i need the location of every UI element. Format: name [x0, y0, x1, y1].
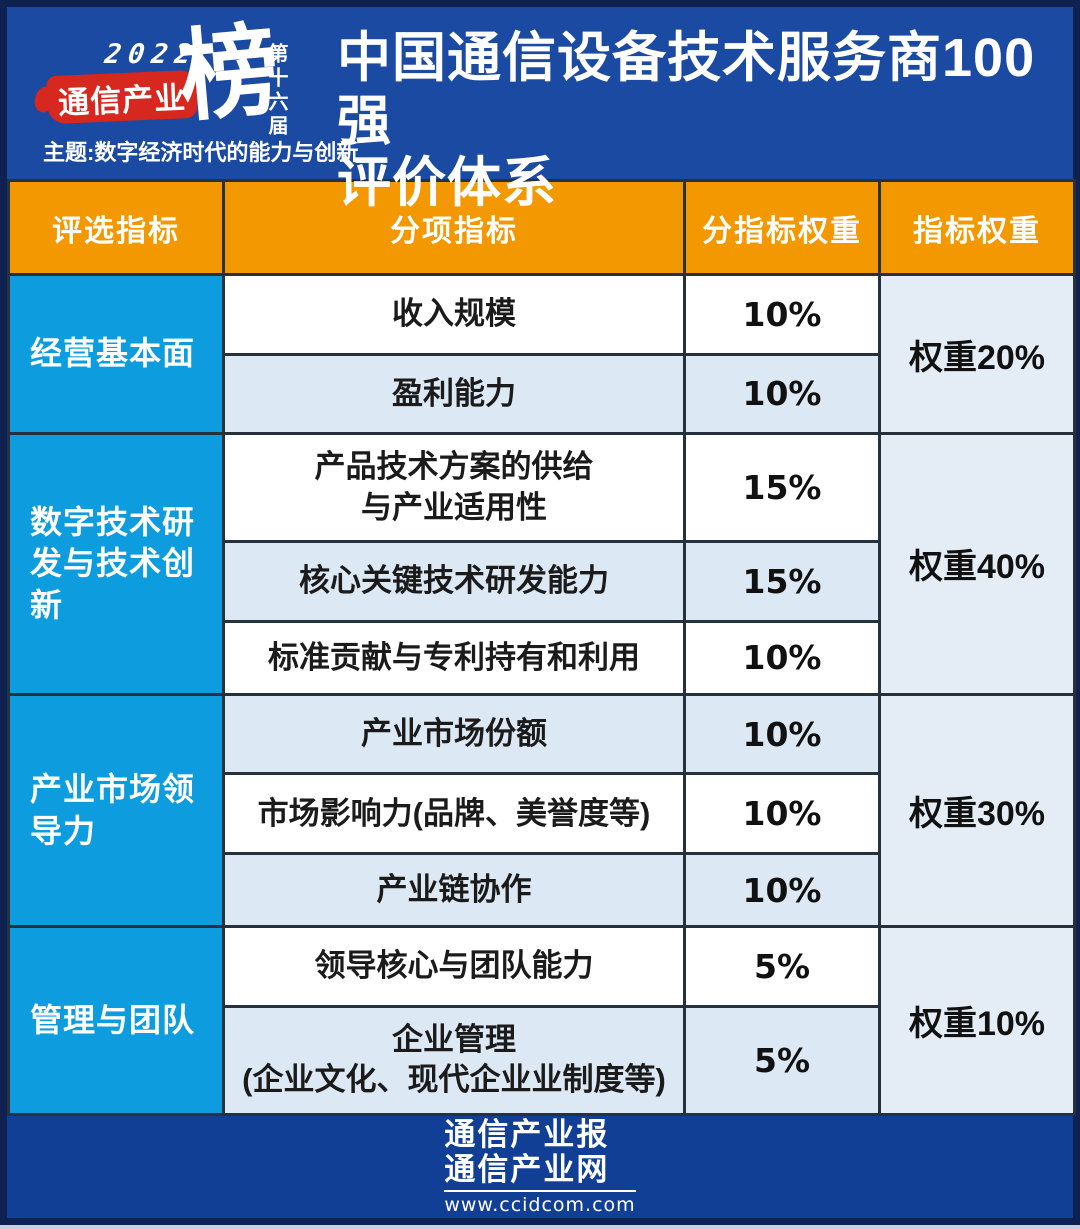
- table-row: 盈利能力 10%: [9, 352, 1075, 435]
- subweight-cell: 10%: [683, 619, 881, 696]
- poster-body: 2022 通信产业 榜 第十六届 主题:数字经济时代的能力与创新 中国通信设备技…: [7, 7, 1076, 1218]
- indicator-cell: 收入规模: [222, 273, 686, 356]
- logo-theme: 主题:数字经济时代的能力与创新: [43, 140, 359, 165]
- table-row: 经营基本面 收入规模 10% 权重20%: [7, 273, 1076, 435]
- indicator-cell: 企业管理 (企业文化、现代企业业制度等): [222, 1004, 686, 1117]
- column-header-subweight: 分指标权重: [683, 179, 881, 276]
- subweight-cell: 10%: [683, 352, 881, 435]
- indicator-cell: 产业链协作: [222, 851, 686, 929]
- logo-red-brush: 通信产业: [46, 69, 198, 125]
- group-cell-digital-rnd: 数字技术研发与技术创新: [7, 432, 225, 696]
- indicator-cell: 产品技术方案的供给 与产业适用性: [222, 431, 686, 544]
- page-title: 中国通信设备技术服务商100强 评价体系: [337, 7, 1073, 215]
- weight-cell: 权重20%: [878, 273, 1076, 435]
- header: 2022 通信产业 榜 第十六届 主题:数字经济时代的能力与创新 中国通信设备技…: [7, 7, 1073, 213]
- logo-brand-text: 通信产业: [57, 79, 187, 121]
- group-cell-fundamentals: 经营基本面: [7, 273, 225, 435]
- table-row: 市场影响力(品牌、美誉度等) 10%: [9, 772, 1075, 855]
- table-row: 产业市场领导力 产业市场份额 10% 权重30%: [7, 692, 1076, 929]
- column-header-weight: 指标权重: [878, 179, 1076, 276]
- table-row: 数字技术研发与技术创新 产品技术方案的供给 与产业适用性 15% 权重40%: [7, 431, 1076, 696]
- evaluation-table: 评选指标 分项指标 分指标权重 指标权重 经营基本面 收入规模 10% 权重20…: [7, 179, 1076, 1117]
- weight-cell: 权重30%: [878, 692, 1076, 929]
- footer-logo-block: 通信产业报 通信产业网 www.ccidcom.com: [444, 1116, 636, 1216]
- footer-brand-line2: 通信产业网: [444, 1151, 610, 1187]
- indicator-cell: 核心关键技术研发能力: [222, 540, 686, 623]
- indicator-cell: 产业市场份额: [222, 692, 686, 776]
- subweight-cell: 15%: [683, 431, 881, 544]
- indicator-cell: 盈利能力: [222, 352, 686, 435]
- page-title-line1: 中国通信设备技术服务商100强: [337, 28, 1036, 151]
- subweight-cell: 15%: [683, 540, 881, 623]
- bottom-edge-strip: [0, 1225, 1080, 1229]
- table-row: 管理与团队 领导核心与团队能力 5% 权重10%: [7, 925, 1076, 1116]
- footer: 通信产业报 通信产业网 www.ccidcom.com: [7, 1116, 1073, 1218]
- brand-logo: 2022 通信产业 榜 第十六届 主题:数字经济时代的能力与创新: [7, 7, 358, 179]
- group-cell-market-leadership: 产业市场领导力: [7, 692, 225, 929]
- table-row: 核心关键技术研发能力 15%: [9, 540, 1075, 623]
- subweight-cell: 5%: [683, 925, 881, 1008]
- table-row: 企业管理 (企业文化、现代企业业制度等) 5%: [9, 1004, 1075, 1117]
- page-title-line2: 评价体系: [337, 153, 557, 214]
- subweight-cell: 10%: [683, 851, 881, 929]
- weight-cell: 权重10%: [878, 925, 1076, 1116]
- indicator-cell: 市场影响力(品牌、美誉度等): [222, 772, 686, 855]
- table-row: 产业链协作 10%: [9, 851, 1075, 929]
- logo-edition: 第十六届: [265, 43, 289, 139]
- subweight-cell: 10%: [683, 692, 881, 776]
- subweight-cell: 5%: [683, 1004, 881, 1117]
- footer-brand-line1: 通信产业报: [444, 1116, 610, 1152]
- indicator-cell: 标准贡献与专利持有和利用: [222, 619, 686, 696]
- group-cell-management: 管理与团队: [7, 925, 225, 1116]
- column-header-subindicator: 分项指标: [222, 179, 686, 276]
- table-header-row: 评选指标 分项指标 分指标权重 指标权重: [7, 179, 1076, 276]
- footer-website-url: www.ccidcom.com: [444, 1190, 636, 1216]
- indicator-cell: 领导核心与团队能力: [222, 925, 686, 1008]
- subweight-cell: 10%: [683, 273, 881, 356]
- subweight-cell: 10%: [683, 772, 881, 855]
- weight-cell: 权重40%: [878, 432, 1076, 696]
- column-header-category: 评选指标: [7, 179, 225, 276]
- table-row: 标准贡献与专利持有和利用 10%: [9, 619, 1075, 696]
